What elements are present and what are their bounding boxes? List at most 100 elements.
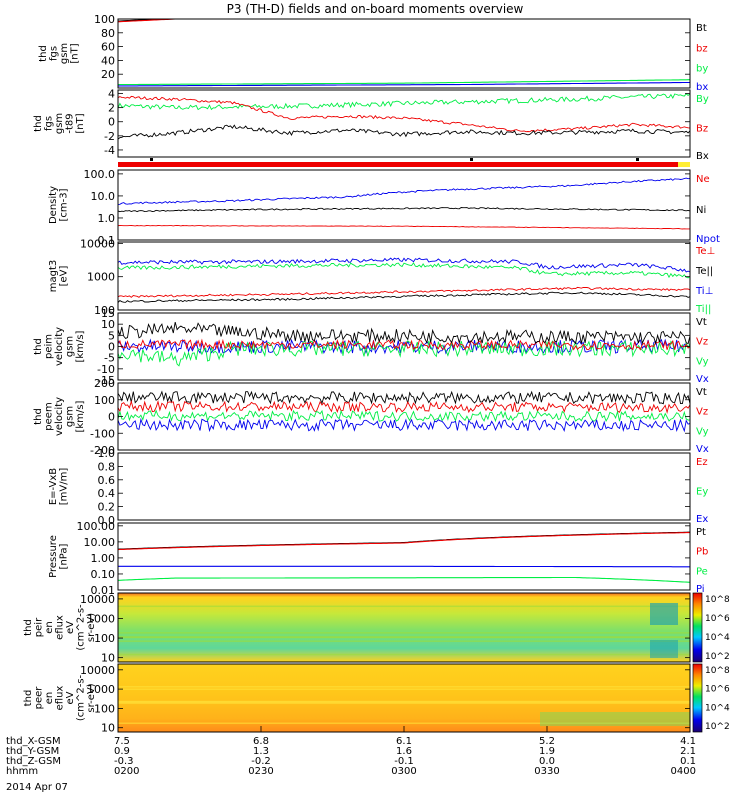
y-axis-label: fgs: [44, 116, 55, 131]
legend-label: Vx: [696, 374, 709, 385]
y-tick-label: -10: [97, 363, 115, 376]
series-Bz: [117, 95, 691, 133]
y-tick-label: 4: [108, 88, 115, 101]
spectrogram-band: [118, 688, 690, 691]
y-axis-label: thd: [33, 338, 44, 355]
legend-label: Ez: [696, 457, 708, 468]
y-axis-label: eV: [65, 621, 76, 634]
y-axis-label: thd: [38, 45, 49, 62]
colorbar-tick-label: 10^2: [705, 722, 730, 732]
y-tick-label: 100.00: [77, 520, 116, 533]
mode-bar-end: [678, 162, 690, 167]
series-Ni: [117, 207, 691, 213]
mode-marker: [150, 158, 153, 161]
legend-label: Bx: [696, 151, 709, 162]
y-tick-label: -200: [90, 444, 115, 457]
y-tick-label: 40: [101, 54, 115, 67]
y-tick-label: -5: [104, 352, 115, 365]
x-tick-label: -0.1: [394, 756, 414, 767]
spectrogram-band: [118, 653, 690, 656]
panel-frame: [117, 592, 691, 663]
mode-marker: [470, 158, 473, 161]
legend-label: by: [696, 64, 708, 75]
y-tick-label: 0.8: [98, 460, 116, 473]
y-tick-label: 0: [108, 341, 115, 354]
date-label: 2014 Apr 07: [6, 782, 68, 793]
y-axis-label: gsm: [59, 43, 70, 64]
y-axis-label: en: [44, 692, 55, 705]
y-tick-label: 1.00: [91, 552, 116, 565]
y-axis-label: [km/s]: [75, 400, 86, 432]
spectrogram-band: [118, 685, 690, 688]
y-tick-label: 10: [101, 722, 115, 735]
y-tick-label: -100: [90, 427, 115, 440]
y-tick-label: 10000: [80, 593, 115, 606]
y-tick-label: 0.4: [98, 487, 116, 500]
time-axis-row-label: hhmm: [6, 766, 38, 777]
spectrogram-band: [118, 605, 690, 608]
legend-label: bz: [696, 43, 708, 54]
y-axis-label: [mV/m]: [59, 468, 70, 506]
y-axis-label: [cm-3]: [59, 188, 70, 221]
y-axis-label: eflux: [55, 686, 66, 711]
y-tick-label: -4: [104, 144, 115, 157]
colorbar-tick-label: 10^4: [705, 633, 730, 643]
y-axis-label: [eV]: [59, 266, 70, 287]
series-Bx: [117, 124, 691, 140]
legend-label: Ey: [696, 487, 708, 498]
panel-frame: [117, 169, 691, 241]
y-tick-label: 80: [101, 27, 115, 40]
series-Pi: [118, 565, 690, 568]
series-Vx: [117, 338, 691, 355]
panel-pressure: 0.01 0.10 1.00 10.00 100.00 Pressure [nPa] Pt Pb…: [48, 520, 708, 597]
legend-label: Bt: [696, 23, 707, 34]
colorbar: [692, 663, 703, 733]
y-tick-label: -2: [104, 130, 115, 143]
y-axis-label: Density: [48, 186, 59, 224]
y-tick-label: 15: [101, 307, 115, 320]
series-Vt: [117, 321, 691, 345]
legend-label: By: [696, 94, 709, 105]
legend-label: Ti||: [695, 304, 711, 315]
legend-label: bx: [696, 82, 708, 93]
y-axis-label: [nT]: [75, 113, 86, 133]
series-Vt: [117, 390, 691, 405]
y-axis-label: thd: [23, 619, 34, 636]
y-tick-label: 20: [101, 68, 115, 81]
panel-peem-velocity: -200 -100 0 100 200 thd peem velocity gsm [km/s] V…: [33, 377, 709, 457]
series-Npot: [117, 177, 691, 205]
legend-label: Vy: [696, 426, 709, 437]
y-axis-label: peem: [44, 402, 55, 430]
x-tick-label: 2.1: [680, 746, 696, 757]
y-tick-label: 10: [101, 318, 115, 331]
y-axis-label: gsm: [54, 113, 65, 134]
y-tick-label: 1.0: [98, 447, 116, 460]
y-tick-label: 0: [108, 116, 115, 129]
x-tick-label: 5.2: [539, 736, 555, 747]
legend-label: Pe: [696, 566, 708, 577]
series-Te⊥: [117, 286, 691, 298]
y-tick-label: 100: [94, 632, 115, 645]
x-tick-label: 1.9: [539, 746, 555, 757]
y-axis-label: velocity: [54, 327, 65, 366]
y-axis-label: en: [44, 621, 55, 634]
legend-label: Te||: [695, 266, 713, 277]
y-axis-label: -t89: [65, 113, 76, 133]
spectrogram-band: [118, 636, 690, 639]
panel-frame: [117, 522, 691, 591]
y-axis-label: gsm: [65, 336, 76, 357]
y-tick-label: 100: [94, 394, 115, 407]
spectrogram-band: [118, 640, 690, 642]
colorbar-tick-label: 10^6: [705, 685, 730, 695]
colorbar-tick-label: 10^4: [705, 703, 730, 713]
x-tick-label: 6.8: [253, 736, 269, 747]
x-tick-label: -0.3: [114, 756, 134, 767]
y-tick-label: 1.0: [98, 212, 116, 225]
panel-efield: 0.00.20.40.60.81.0 E=-VxB [mV/m] Ez Ey Ex: [48, 447, 708, 527]
y-axis-label: peir: [34, 617, 45, 637]
y-axis-label: gsm: [65, 406, 76, 427]
